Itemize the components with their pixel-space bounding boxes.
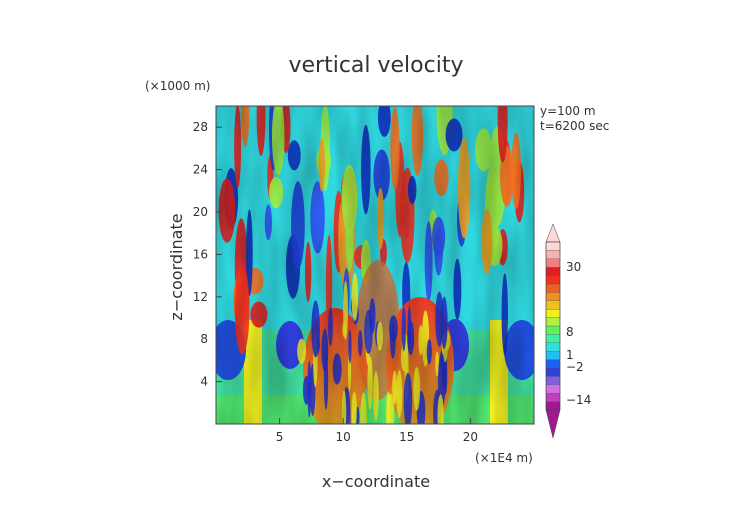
colorbar-segment bbox=[545, 250, 561, 259]
colorbar-segment bbox=[545, 351, 561, 360]
colorbar-segment bbox=[545, 384, 561, 394]
colorbar-tick-label: −2 bbox=[566, 360, 584, 374]
colorbar-tick-label: 30 bbox=[566, 260, 581, 274]
colorbar-segment bbox=[545, 376, 561, 385]
colorbar-segment bbox=[545, 241, 561, 251]
colorbar-tick-label: 8 bbox=[566, 325, 574, 339]
colorbar-segment bbox=[545, 334, 561, 343]
colorbar-segment bbox=[545, 309, 561, 318]
colorbar-segment bbox=[545, 401, 561, 411]
chart-title: vertical velocity bbox=[288, 53, 463, 78]
y-tick-label: 12 bbox=[193, 290, 208, 304]
y-axis-unit: (×1000 m) bbox=[145, 79, 210, 93]
x-tick-label: 5 bbox=[276, 430, 284, 444]
colorbar-segment bbox=[545, 342, 561, 352]
colorbar-segment bbox=[545, 325, 561, 335]
y-axis-label: z−coordinate bbox=[167, 213, 186, 320]
colorbar-segment bbox=[545, 359, 561, 369]
colorbar-segment bbox=[545, 300, 561, 310]
x-tick-label: 20 bbox=[463, 430, 478, 444]
x-axis-label: x−coordinate bbox=[322, 472, 430, 491]
colorbar-segment bbox=[545, 317, 561, 327]
colorbar-labels: 30 8 1−2 −14 bbox=[566, 260, 591, 407]
colorbar bbox=[545, 223, 561, 439]
colorbar-segment bbox=[545, 275, 561, 285]
x-tick-label: 10 bbox=[336, 430, 351, 444]
y-tick-label: 28 bbox=[193, 120, 208, 134]
annotation-time: t=6200 sec bbox=[540, 119, 609, 133]
colorbar-segment bbox=[545, 258, 561, 268]
colorbar-segment bbox=[545, 393, 561, 402]
x-axis: 5 10 15 20 bbox=[276, 418, 478, 444]
x-axis-unit: (×1E4 m) bbox=[475, 451, 533, 465]
y-tick-label: 20 bbox=[193, 205, 208, 219]
y-tick-label: 8 bbox=[200, 332, 208, 346]
colorbar-segment bbox=[545, 267, 561, 276]
colorbar-tick-label: −14 bbox=[566, 393, 591, 407]
x-tick-label: 15 bbox=[399, 430, 414, 444]
y-tick-label: 16 bbox=[193, 247, 208, 261]
plot-frame bbox=[215, 105, 535, 425]
annotation-y-position: y=100 m bbox=[540, 104, 596, 118]
colorbar-tick-label: 1 bbox=[566, 348, 574, 362]
y-tick-label: 4 bbox=[200, 375, 208, 389]
y-axis: 4 8 12 16 20 24 28 bbox=[193, 120, 222, 389]
colorbar-frame bbox=[545, 241, 561, 411]
colorbar-segment bbox=[545, 367, 561, 377]
colorbar-min-arrow bbox=[545, 409, 561, 439]
heatmap-field bbox=[215, 105, 535, 425]
y-tick-label: 24 bbox=[193, 163, 208, 177]
colorbar-segment bbox=[545, 283, 561, 293]
colorbar-max-arrow bbox=[545, 223, 561, 243]
colorbar-segment bbox=[545, 292, 561, 301]
